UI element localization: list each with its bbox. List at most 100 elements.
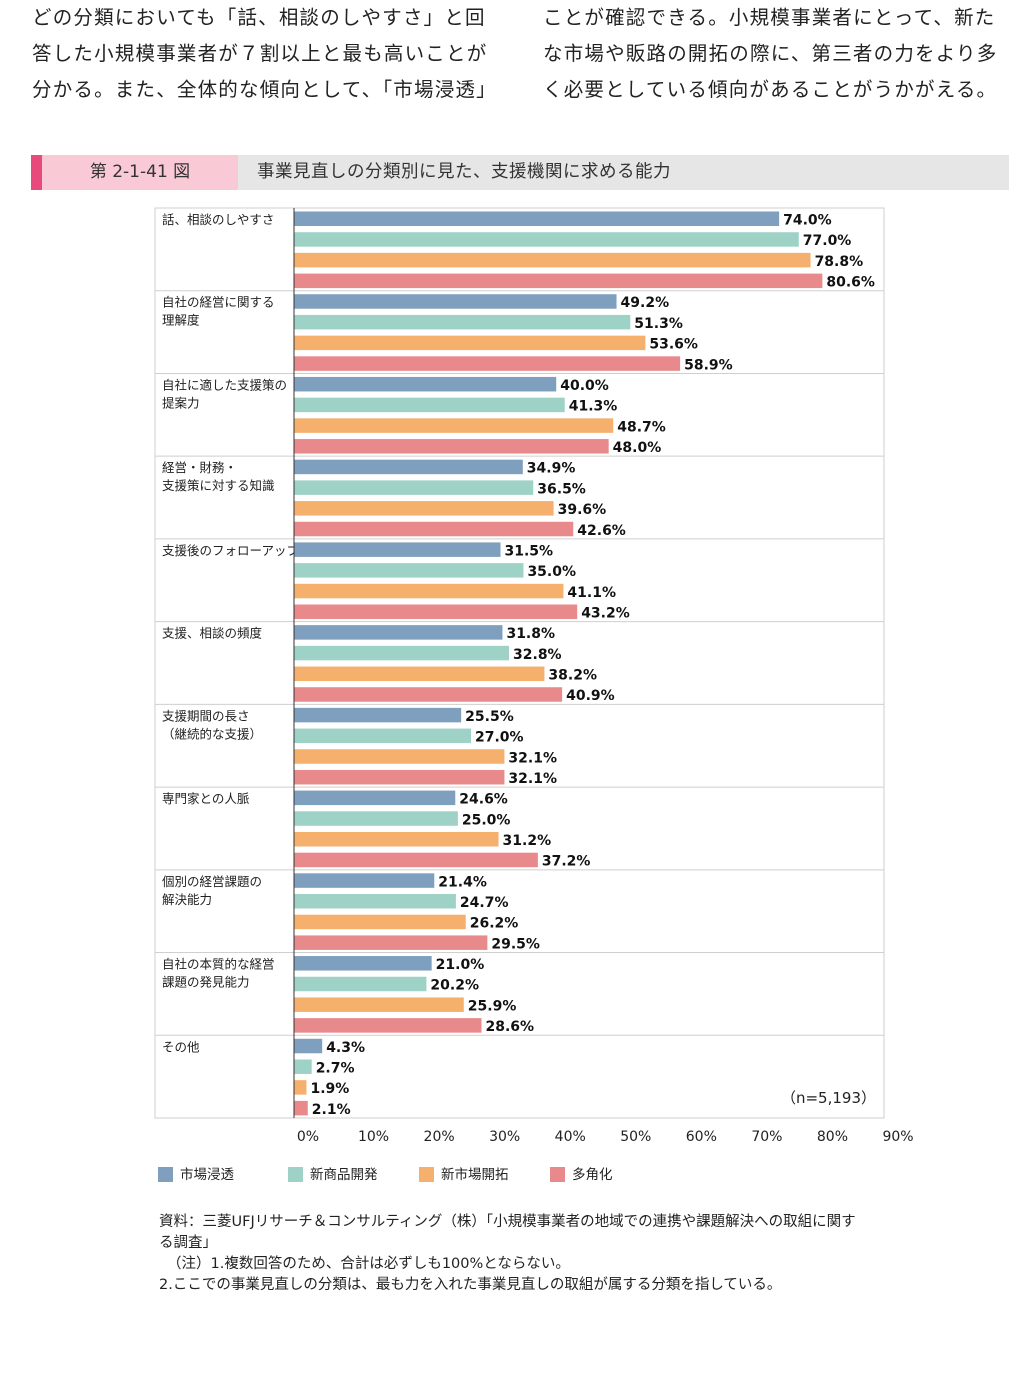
data-label: 32.1% [508, 750, 557, 766]
x-tick-label: 80% [817, 1129, 848, 1145]
data-label: 42.6% [577, 523, 626, 539]
data-label: 32.8% [513, 647, 562, 663]
bar [294, 1100, 308, 1116]
bar [294, 501, 554, 516]
bar [294, 418, 614, 433]
data-label: 51.3% [634, 316, 683, 332]
data-label: 29.5% [491, 936, 540, 952]
bar [294, 976, 427, 992]
x-tick-label: 60% [686, 1129, 717, 1145]
data-label: 41.1% [567, 585, 616, 601]
data-label: 38.2% [548, 668, 597, 684]
data-label: 31.2% [503, 833, 552, 849]
legend-label: 新商品開発 [310, 1167, 378, 1183]
legend-swatch [419, 1167, 434, 1182]
bar [294, 439, 609, 454]
data-label: 27.0% [475, 730, 524, 746]
bar [294, 583, 564, 599]
data-label: 41.3% [569, 399, 618, 415]
data-label: 31.8% [506, 626, 555, 642]
category-label: 個別の経営課題の [162, 874, 262, 889]
bar [294, 873, 435, 888]
data-label: 21.4% [438, 874, 487, 890]
note-line: 2.ここでの事業見直しの分類は、最も力を入れた事業見直しの取組が属する分類を指し… [159, 1277, 782, 1293]
data-label: 24.6% [459, 792, 508, 808]
x-tick-label: 70% [751, 1129, 782, 1145]
data-label: 48.0% [613, 440, 662, 456]
bar [294, 935, 488, 950]
bar [294, 625, 503, 640]
data-label: 2.7% [316, 1060, 355, 1076]
bar [294, 811, 458, 826]
x-tick-label: 0% [297, 1129, 319, 1145]
data-label: 39.6% [558, 502, 607, 518]
data-label: 49.2% [621, 295, 670, 311]
data-label: 4.3% [326, 1040, 365, 1056]
bar [294, 956, 432, 971]
category-label: 専門家との人脈 [162, 791, 250, 806]
bar [294, 459, 523, 475]
category-label: 提案力 [162, 395, 200, 410]
legend-swatch [288, 1167, 303, 1182]
data-label: 21.0% [436, 957, 485, 973]
data-label: 43.2% [581, 606, 630, 622]
bar [294, 376, 557, 392]
figure-number: 第 2-1-41 図 [42, 155, 238, 190]
data-label: 77.0% [803, 233, 852, 249]
bar [294, 211, 780, 226]
category-label: 自社の経営に関する [162, 295, 275, 310]
bar [294, 914, 466, 930]
category-label: 自社の本質的な経営 [162, 957, 275, 972]
bar [294, 1059, 312, 1074]
category-label: 支援策に対する知識 [162, 478, 275, 493]
legend-label: 新市場開拓 [441, 1167, 509, 1183]
paragraph-line: ことが確認できる。小規模事業者にとって、新た [543, 6, 996, 29]
data-label: 40.9% [566, 688, 615, 704]
category-label: 支援、相談の頻度 [162, 626, 263, 641]
data-label: 2.1% [312, 1102, 351, 1118]
bar [294, 666, 545, 682]
paragraph-line: 分かる。また、全体的な傾向として、「市場浸透」 [32, 78, 497, 101]
bar [294, 335, 646, 351]
source-line: る調査」 [159, 1235, 217, 1251]
x-tick-label: 90% [882, 1129, 913, 1145]
category-label: 支援期間の長さ [162, 708, 250, 723]
bar [294, 356, 681, 371]
bar [294, 707, 462, 723]
data-label: 37.2% [542, 854, 591, 870]
bar [294, 831, 499, 847]
paragraph-line: 答した小規模事業者が７割以上と最も高いことが [32, 42, 488, 65]
paragraph-line: どの分類においても「話、相談のしやすさ」と回 [32, 6, 486, 29]
data-label: 58.9% [684, 357, 733, 373]
data-label: 35.0% [527, 564, 576, 580]
sample-size-note: （n=5,193） [781, 1089, 876, 1107]
bar-chart: 話、相談のしやすさ 74.0% 77.0% 78.8% 80.6% 自社の経営に関する理解… [154, 207, 914, 1145]
bar [294, 521, 574, 537]
category-label: 課題の発見能力 [162, 975, 250, 990]
bar [294, 542, 501, 557]
data-label: 53.6% [649, 337, 698, 353]
data-label: 25.9% [468, 998, 517, 1014]
data-label: 20.2% [430, 978, 479, 994]
data-label: 1.9% [310, 1081, 349, 1097]
category-label: 理解度 [162, 313, 200, 328]
data-label: 31.5% [505, 543, 554, 559]
bar [294, 1018, 482, 1033]
paragraph-line: く必要としている傾向があることがうかがえる。 [543, 78, 998, 101]
data-label: 48.7% [617, 419, 666, 435]
x-tick-label: 20% [424, 1129, 455, 1145]
x-tick-label: 10% [358, 1129, 389, 1145]
bar [294, 604, 578, 620]
x-tick-label: 40% [555, 1129, 586, 1145]
bar [294, 645, 510, 661]
data-label: 25.0% [462, 812, 511, 828]
bar [294, 273, 823, 289]
data-label: 26.2% [470, 916, 519, 932]
bar [294, 728, 471, 744]
bar [294, 894, 456, 909]
legend-label: 多角化 [572, 1167, 613, 1183]
data-label: 24.7% [460, 895, 509, 911]
legend-swatch [550, 1167, 565, 1182]
bar [294, 997, 464, 1012]
bar [294, 314, 631, 330]
